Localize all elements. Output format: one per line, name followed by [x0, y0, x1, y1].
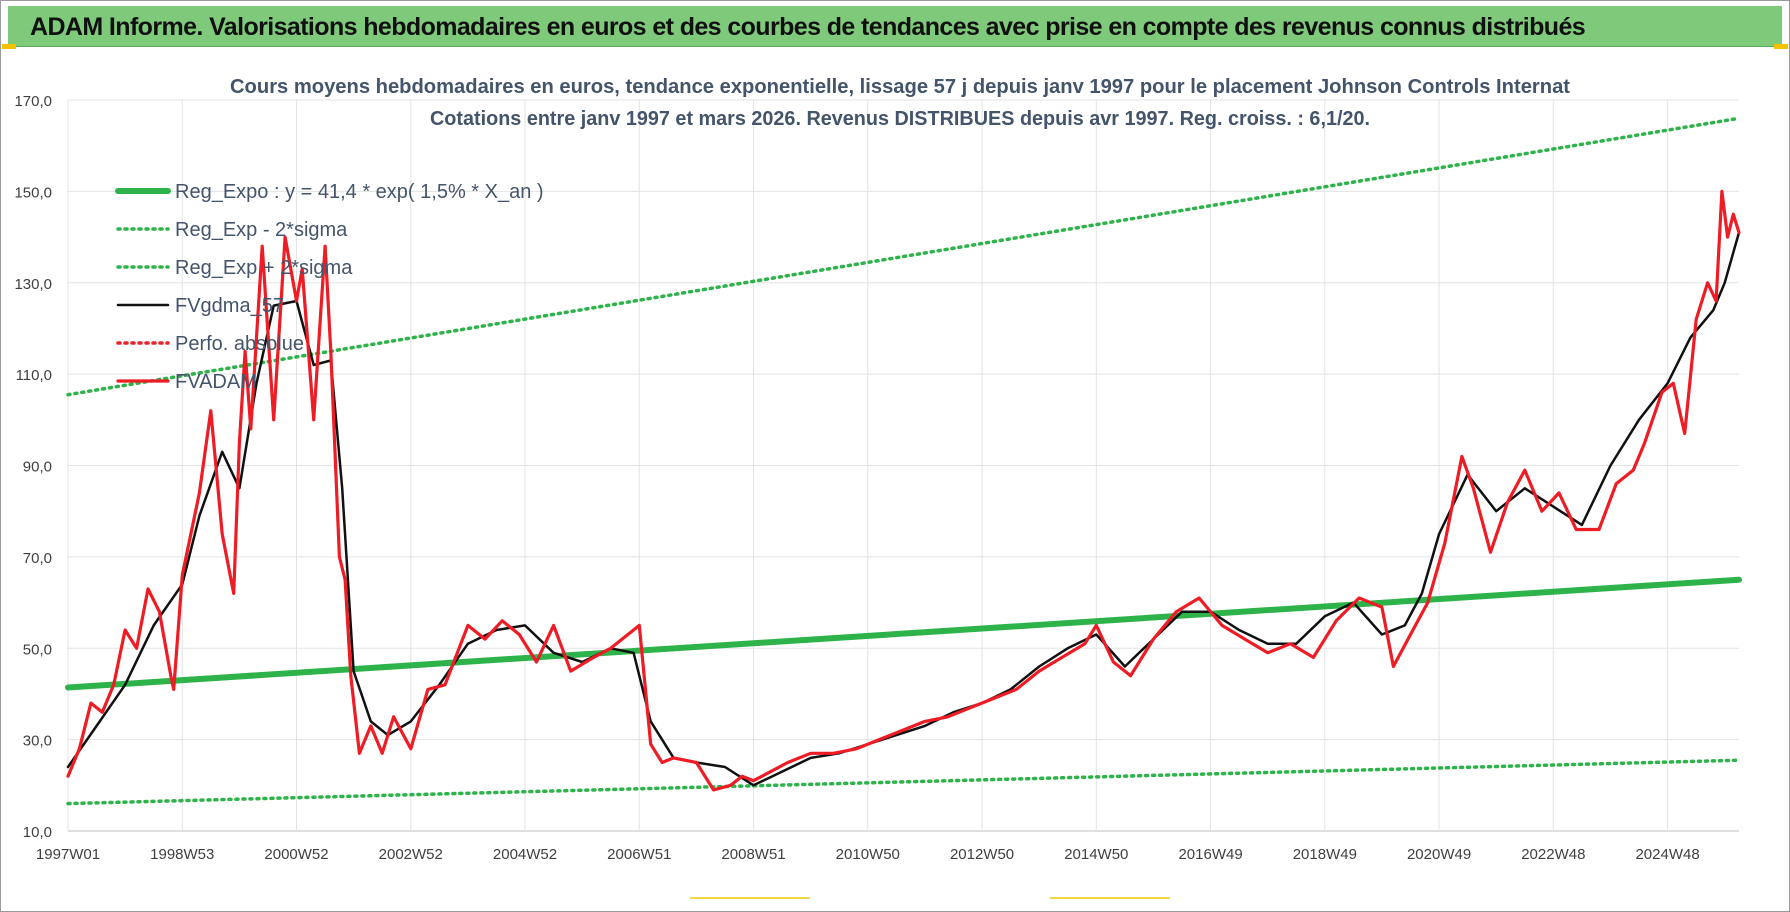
gridlines — [67, 99, 1739, 832]
bottom-marker-left — [690, 897, 810, 899]
x-tick-label: 2020W49 — [1407, 846, 1471, 863]
x-tick-label: 2024W48 — [1635, 846, 1699, 863]
legend-label: Perfo. absolue — [175, 333, 304, 355]
y-tick-label: 150,0 — [14, 184, 52, 201]
report-banner: ADAM Informe. Valorisations hebdomadaire… — [8, 6, 1782, 47]
series-line-0 — [65, 576, 1742, 691]
x-tick-label: 2006W51 — [607, 846, 671, 863]
series-line-5 — [66, 189, 1741, 792]
x-tick-label: 1997W01 — [36, 846, 100, 863]
y-tick-label: 90,0 — [23, 459, 52, 476]
series-line-1 — [66, 758, 1741, 806]
y-tick-label: 130,0 — [14, 276, 52, 293]
x-tick-label: 2008W51 — [721, 846, 785, 863]
series-line-2 — [66, 116, 1741, 397]
legend: Reg_Expo : y = 41,4 * exp( 1,5% * X_an )… — [115, 181, 544, 393]
legend-label: FVADAM — [175, 371, 257, 393]
legend-label: Reg_Exp - 2*sigma — [175, 219, 348, 241]
y-tick-label: 30,0 — [23, 733, 52, 750]
y-tick-label: 10,0 — [23, 824, 52, 841]
x-tick-label: 2016W49 — [1178, 846, 1242, 863]
x-tick-label: 1998W53 — [150, 846, 214, 863]
x-tick-label: 2014W50 — [1064, 846, 1128, 863]
x-tick-label: 2022W48 — [1521, 846, 1585, 863]
x-tick-label: 2010W50 — [836, 846, 900, 863]
legend-label: Reg_Expo : y = 41,4 * exp( 1,5% * X_an ) — [175, 181, 544, 203]
series-lines — [65, 116, 1742, 806]
banner-title: ADAM Informe. Valorisations hebdomadaire… — [30, 13, 1586, 41]
y-tick-label: 170,0 — [14, 93, 52, 110]
x-tick-label: 2002W52 — [379, 846, 443, 863]
legend-label: Reg_Exp + 2*sigma — [175, 257, 353, 279]
corner-marker-right — [1774, 44, 1788, 49]
chart-subtitle: Cotations entre janv 1997 et mars 2026. … — [430, 108, 1370, 130]
x-tick-label: 2012W50 — [950, 846, 1014, 863]
x-tick-label: 2004W52 — [493, 846, 557, 863]
series-line-3 — [66, 231, 1741, 787]
y-tick-label: 70,0 — [23, 550, 52, 567]
corner-marker-left — [2, 44, 16, 49]
legend-label: FVgdma_57 — [175, 295, 284, 317]
chart-title: Cours moyens hebdomadaires en euros, ten… — [230, 76, 1570, 98]
y-tick-label: 110,0 — [16, 367, 52, 384]
y-tick-label: 50,0 — [23, 641, 52, 658]
axis-ticks: 10,0 30,0 50,0 70,0 90,0 110,0 130,0 150,0 170,0… — [14, 93, 1699, 863]
bottom-marker-right — [1050, 897, 1170, 899]
x-tick-label: 2018W49 — [1293, 846, 1357, 863]
x-tick-label: 2000W52 — [264, 846, 328, 863]
